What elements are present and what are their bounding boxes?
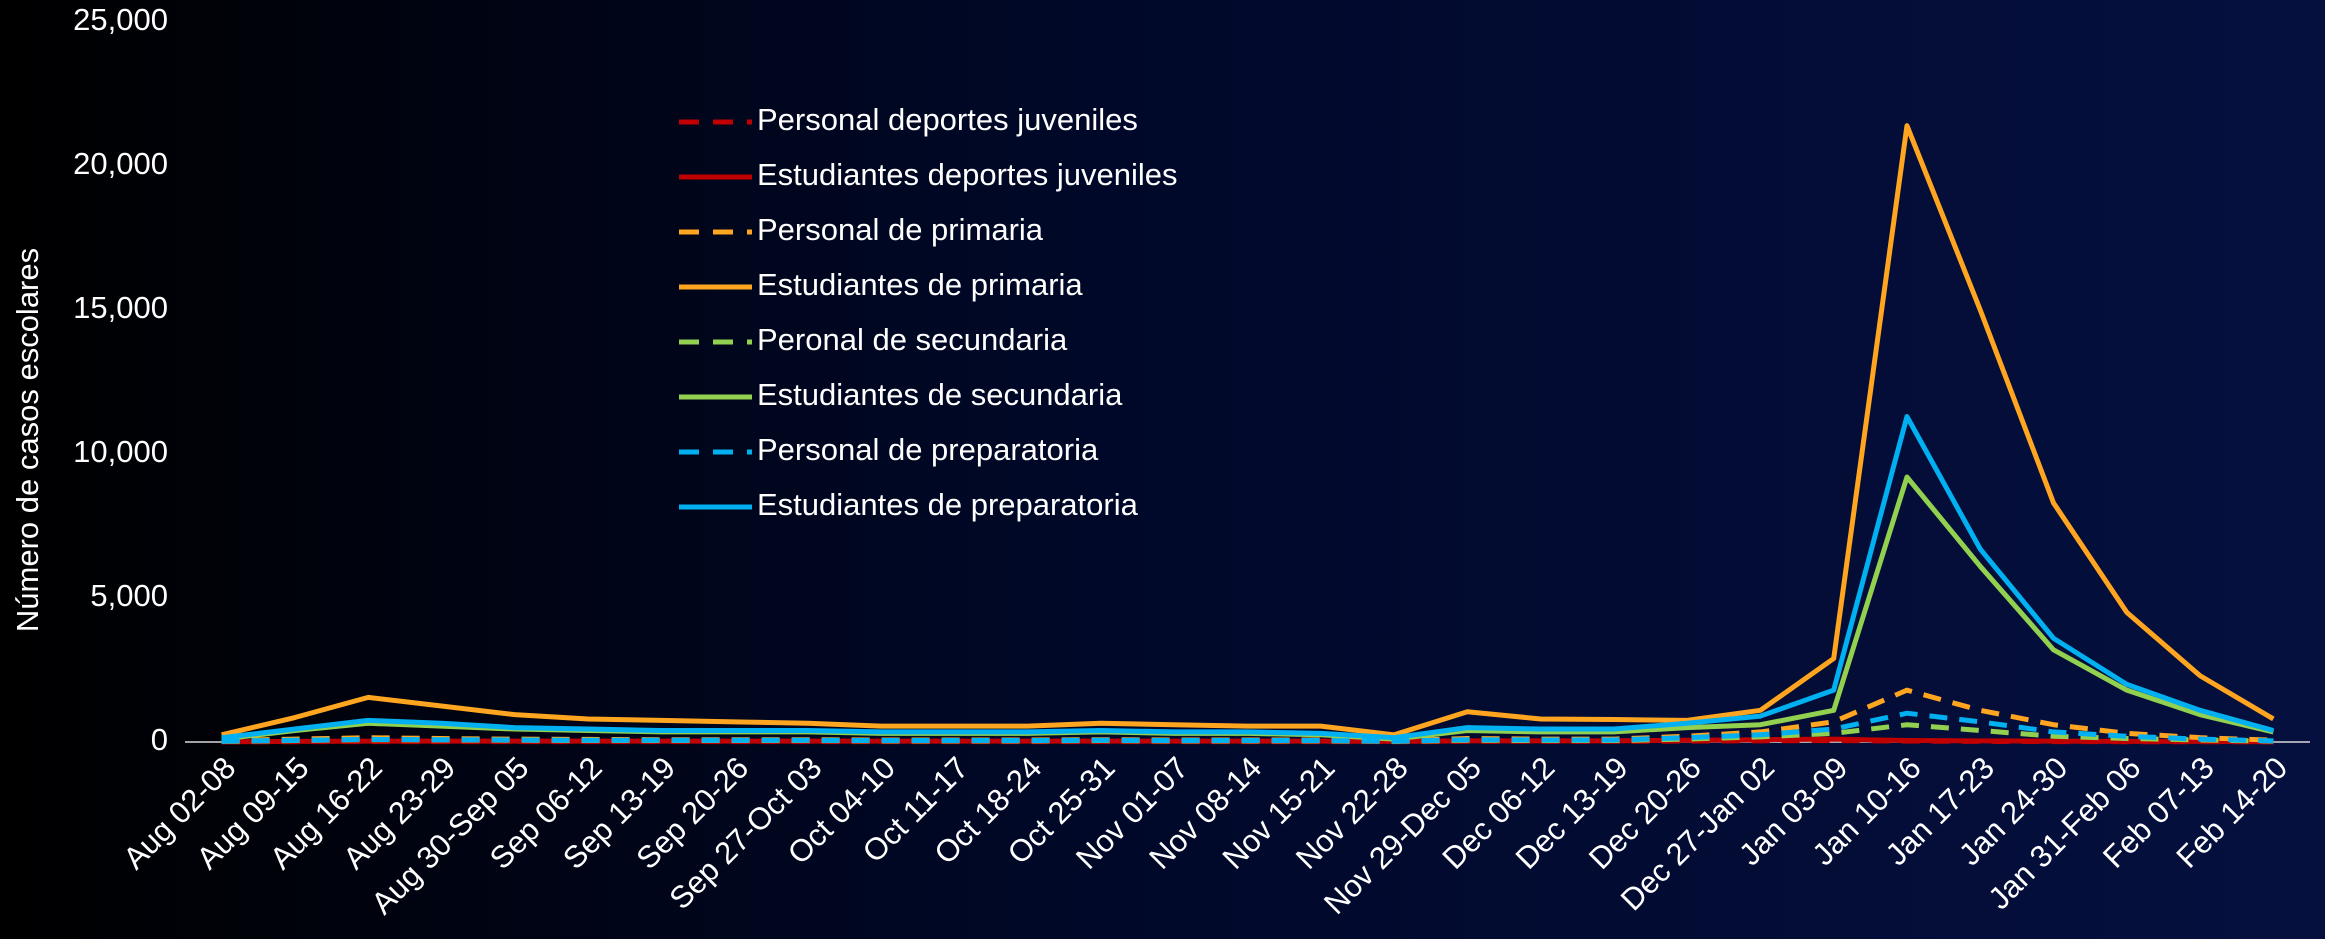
legend-label: Estudiantes deportes juveniles (757, 157, 1177, 192)
y-tick-label: 15,000 (73, 290, 168, 325)
legend-label: Estudiantes de preparatoria (757, 487, 1139, 522)
y-tick-label: 20,000 (73, 146, 168, 181)
line-series (221, 710, 2274, 744)
y-tick-label: 5,000 (90, 578, 168, 613)
y-tick-label: 0 (151, 722, 168, 757)
legend-label: Personal deportes juveniles (757, 102, 1138, 137)
legend-label: Estudiantes de primaria (757, 267, 1083, 302)
legend-label: Personal de preparatoria (757, 432, 1099, 467)
legend-label: Peronal de secundaria (757, 322, 1068, 357)
y-tick-label: 10,000 (73, 434, 168, 469)
line-series (221, 474, 2274, 742)
y-tick-label: 25,000 (73, 2, 168, 37)
line-series (221, 414, 2275, 741)
line-series (221, 123, 2275, 738)
legend-label: Estudiantes de secundaria (757, 377, 1123, 412)
legend-label: Personal de primaria (757, 212, 1044, 247)
y-axis-label: Número de casos escolares (10, 248, 45, 632)
